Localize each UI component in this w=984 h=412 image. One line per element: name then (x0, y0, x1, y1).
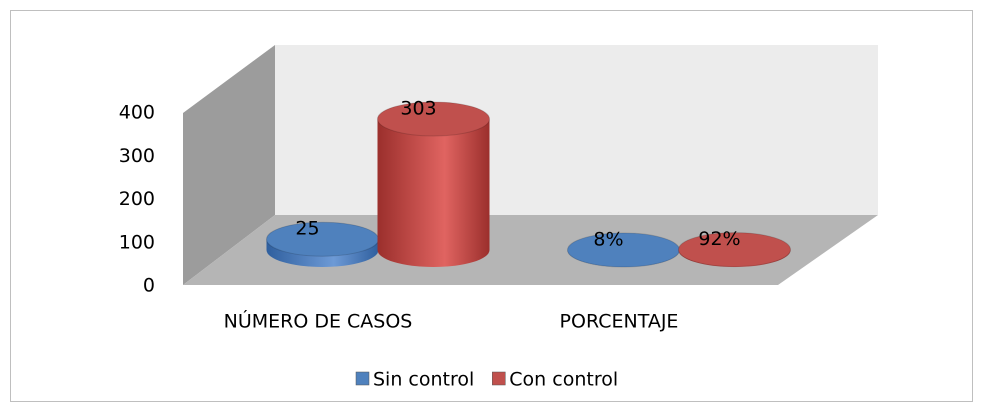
y-tick-label: 200 (119, 188, 155, 210)
y-tick-label: 300 (119, 145, 155, 167)
y-tick-label: 0 (143, 275, 155, 297)
back-wall (275, 45, 878, 215)
x-tick-label: PORCENTAJE (560, 311, 679, 333)
cylinder-top (377, 101, 490, 137)
legend-label: Sin control (373, 369, 474, 391)
y-tick-label: 400 (119, 102, 155, 124)
legend-swatch (355, 371, 370, 386)
legend-swatch (492, 371, 506, 386)
side-wall (183, 45, 275, 285)
x-tick-label: NÚMERO DE CASOS (224, 309, 413, 333)
value-label: 25 (295, 218, 319, 240)
value-label: 92% (698, 228, 740, 250)
value-label: 8% (593, 228, 623, 250)
value-label: 303 (400, 97, 436, 119)
cylinder-body (377, 118, 490, 267)
cylinder-top (678, 232, 791, 268)
y-tick-label: 100 (119, 231, 155, 253)
legend-label: Con control (509, 369, 618, 391)
cylinder-top (266, 221, 379, 257)
